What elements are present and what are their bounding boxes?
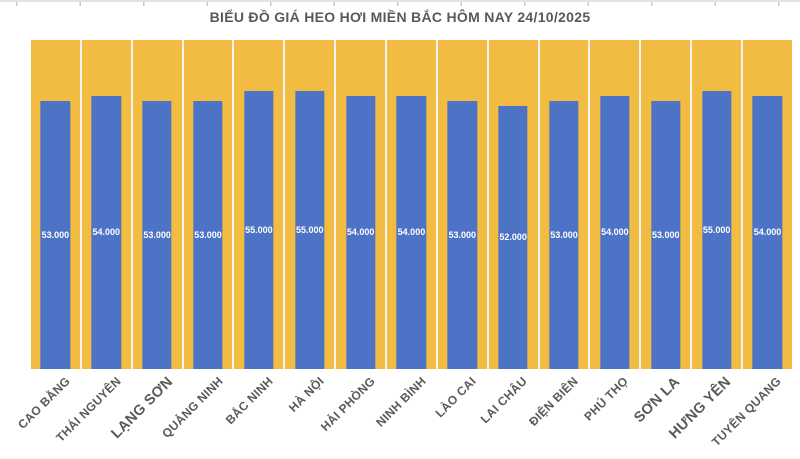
category-axis-label: PHÚ THỌ xyxy=(581,374,632,424)
category-cell: 53.000 xyxy=(31,40,82,369)
bar-value-label: 55.000 xyxy=(245,224,273,235)
plot-area: 53.000 54.000 53.000 53.000 55.000 55.00… xyxy=(31,40,792,369)
bar-value-label: 53.000 xyxy=(651,229,680,240)
category-axis-label: BẮC NINH xyxy=(223,374,277,428)
category-axis-label: LAI CHÂU xyxy=(477,374,530,427)
price-bar: 54.000 xyxy=(345,95,376,369)
bar-value-label: 54.000 xyxy=(346,227,375,238)
price-bar: 54.000 xyxy=(752,95,783,369)
chart-title: BIỂU ĐỒ GIÁ HEO HƠI MIỀN BẮC HÔM NAY 24/… xyxy=(209,9,591,25)
category-cell: 53.000 xyxy=(641,40,693,369)
bar-value-label: 53.000 xyxy=(448,229,477,240)
price-bar: 55.000 xyxy=(295,90,325,369)
category-cell: 53.000 xyxy=(438,40,489,369)
spreadsheet-gridline-ticks xyxy=(0,0,800,6)
category-axis-label: NINH BÌNH xyxy=(372,374,429,430)
price-bar: 55.000 xyxy=(701,90,732,369)
bar-value-label: 53.000 xyxy=(143,229,171,240)
price-bar: 53.000 xyxy=(549,100,579,369)
category-cell: 55.000 xyxy=(285,40,337,369)
bar-value-label: 54.000 xyxy=(397,227,426,238)
category-cell: 54.000 xyxy=(590,40,642,369)
price-bar: 53.000 xyxy=(40,100,71,369)
bar-value-label: 53.000 xyxy=(194,229,222,240)
category-cell: 53.000 xyxy=(540,40,591,369)
price-bar: 53.000 xyxy=(193,100,223,369)
category-axis-label: QUẢNG NINH xyxy=(158,374,226,441)
category-cell: 54.000 xyxy=(82,40,133,369)
price-bar: 54.000 xyxy=(600,95,630,369)
category-axis-label: LÀO CAI xyxy=(432,374,480,421)
category-cell: 55.000 xyxy=(692,40,744,369)
category-axis-label: LẠNG SƠN xyxy=(108,374,177,442)
category-cell: 54.000 xyxy=(336,40,388,369)
category-cell: 53.000 xyxy=(133,40,184,369)
price-bar: 53.000 xyxy=(651,100,681,369)
bar-value-label: 55.000 xyxy=(702,224,731,235)
category-axis-label: CAO BẰNG xyxy=(15,374,74,432)
price-bar: 54.000 xyxy=(396,95,427,369)
price-bar: 53.000 xyxy=(447,100,477,369)
category-cell: 52.000 xyxy=(489,40,540,369)
bar-value-label: 53.000 xyxy=(550,229,578,240)
bar-value-label: 54.000 xyxy=(753,227,782,238)
bar-value-label: 55.000 xyxy=(295,224,324,235)
category-axis-label: THÁI NGUYÊN xyxy=(53,374,125,445)
category-axis-label: TUYÊN QUANG xyxy=(708,374,784,449)
price-bar: 52.000 xyxy=(498,105,528,369)
category-axis-label: HƯNG YÊN xyxy=(666,374,735,443)
bar-value-label: 53.000 xyxy=(41,229,70,240)
category-cell: 54.000 xyxy=(387,40,438,369)
category-cell: 54.000 xyxy=(743,40,792,369)
bar-value-label: 54.000 xyxy=(601,227,629,238)
bar-value-label: 52.000 xyxy=(499,232,527,243)
price-bar: 55.000 xyxy=(244,90,274,369)
category-cell: 53.000 xyxy=(184,40,235,369)
category-axis-label: SƠN LA xyxy=(631,374,684,427)
category-axis-label: HÀ NỘI xyxy=(286,374,327,415)
category-axis-label: HẢI PHÒNG xyxy=(317,374,378,434)
category-cell: 55.000 xyxy=(234,40,286,369)
price-bar: 53.000 xyxy=(142,100,172,369)
bar-value-label: 54.000 xyxy=(92,227,121,238)
category-axis-label: ĐIỆN BIÊN xyxy=(525,374,581,429)
price-bar: 54.000 xyxy=(91,95,121,369)
